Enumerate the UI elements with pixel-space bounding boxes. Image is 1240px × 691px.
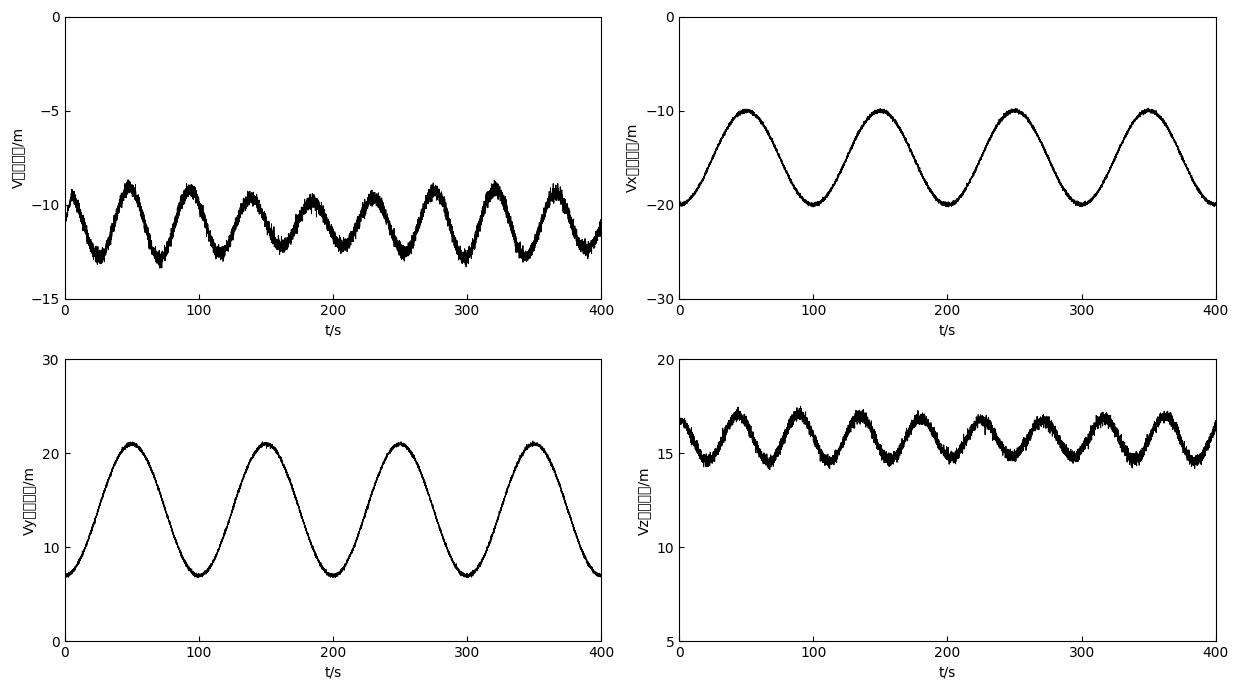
X-axis label: t/s: t/s xyxy=(939,666,956,680)
Y-axis label: V速度误差/m: V速度误差/m xyxy=(11,127,25,188)
X-axis label: t/s: t/s xyxy=(325,323,342,337)
Y-axis label: Vy速度误差/m: Vy速度误差/m xyxy=(22,466,37,535)
X-axis label: t/s: t/s xyxy=(939,323,956,337)
Y-axis label: Vz速度误差/m: Vz速度误差/m xyxy=(637,466,651,535)
Y-axis label: Vx速度误差/m: Vx速度误差/m xyxy=(625,123,640,192)
X-axis label: t/s: t/s xyxy=(325,666,342,680)
